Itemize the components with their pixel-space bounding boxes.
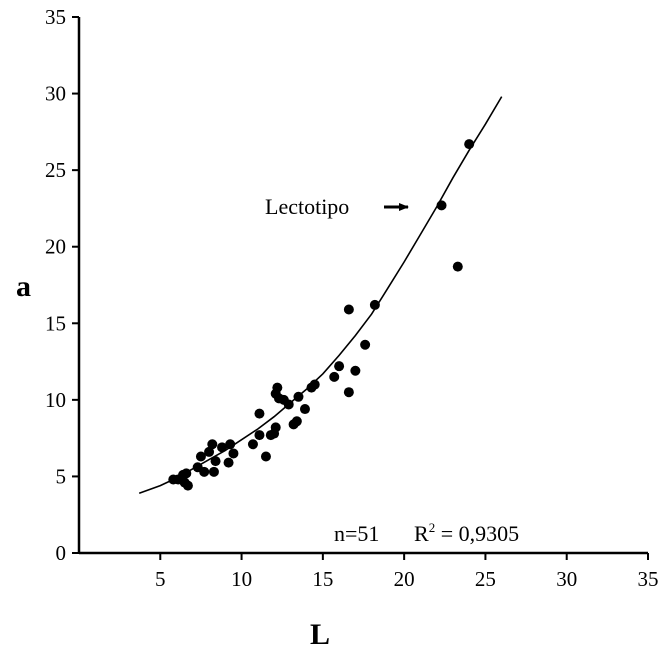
y-tick-label: 25 [45, 158, 66, 182]
sample-size-label: n=51 [334, 521, 379, 546]
data-point [208, 466, 219, 477]
data-point [343, 387, 354, 398]
r-squared-value: = 0,9305 [435, 521, 519, 546]
trend-line [138, 96, 503, 495]
data-point [223, 457, 234, 468]
data-point [195, 451, 206, 462]
y-tick-label: 0 [56, 541, 67, 565]
data-point [309, 379, 320, 390]
data-point [436, 200, 447, 211]
data-point [182, 480, 193, 491]
data-point [270, 422, 281, 433]
y-tick-label: 5 [56, 464, 67, 488]
data-point [369, 299, 380, 310]
lectotype-annotation-label: Lectotipo [265, 194, 349, 219]
data-point [181, 468, 192, 479]
y-tick-label: 30 [45, 82, 66, 106]
x-tick-label: 10 [231, 567, 252, 591]
data-point [291, 416, 302, 427]
r-squared-superscript: 2 [429, 520, 436, 535]
x-tick-label: 20 [394, 567, 415, 591]
data-point [254, 430, 265, 441]
x-tick-label: 5 [155, 567, 166, 591]
y-tick-label: 15 [45, 311, 66, 335]
x-tick-label: 35 [638, 567, 659, 591]
data-point [210, 456, 221, 467]
data-point [225, 439, 236, 450]
y-axis-label: a [16, 270, 31, 303]
data-point [343, 304, 354, 315]
data-point [360, 339, 371, 350]
r-squared-label: R2 = 0,9305 [414, 520, 519, 546]
data-point [199, 466, 210, 477]
data-point [452, 261, 463, 272]
data-point [207, 439, 218, 450]
x-tick-label: 30 [556, 567, 577, 591]
data-point [228, 448, 239, 459]
data-point [293, 391, 304, 402]
data-point [350, 365, 361, 376]
data-point [204, 446, 215, 457]
data-point [329, 371, 340, 382]
data-point [334, 361, 345, 372]
data-point [272, 382, 283, 393]
y-tick-label: 35 [45, 5, 66, 29]
data-point [217, 442, 228, 453]
x-tick-label: 25 [475, 567, 496, 591]
r-squared-prefix: R [414, 521, 429, 546]
x-axis-label: L [310, 618, 330, 651]
y-tick-label: 10 [45, 388, 66, 412]
x-tick-label: 15 [312, 567, 333, 591]
data-point [247, 439, 258, 450]
data-point [260, 451, 271, 462]
data-point [464, 139, 475, 150]
y-tick-label: 20 [45, 235, 66, 259]
data-point [299, 404, 310, 415]
data-point [254, 408, 265, 419]
data-point [283, 399, 294, 410]
